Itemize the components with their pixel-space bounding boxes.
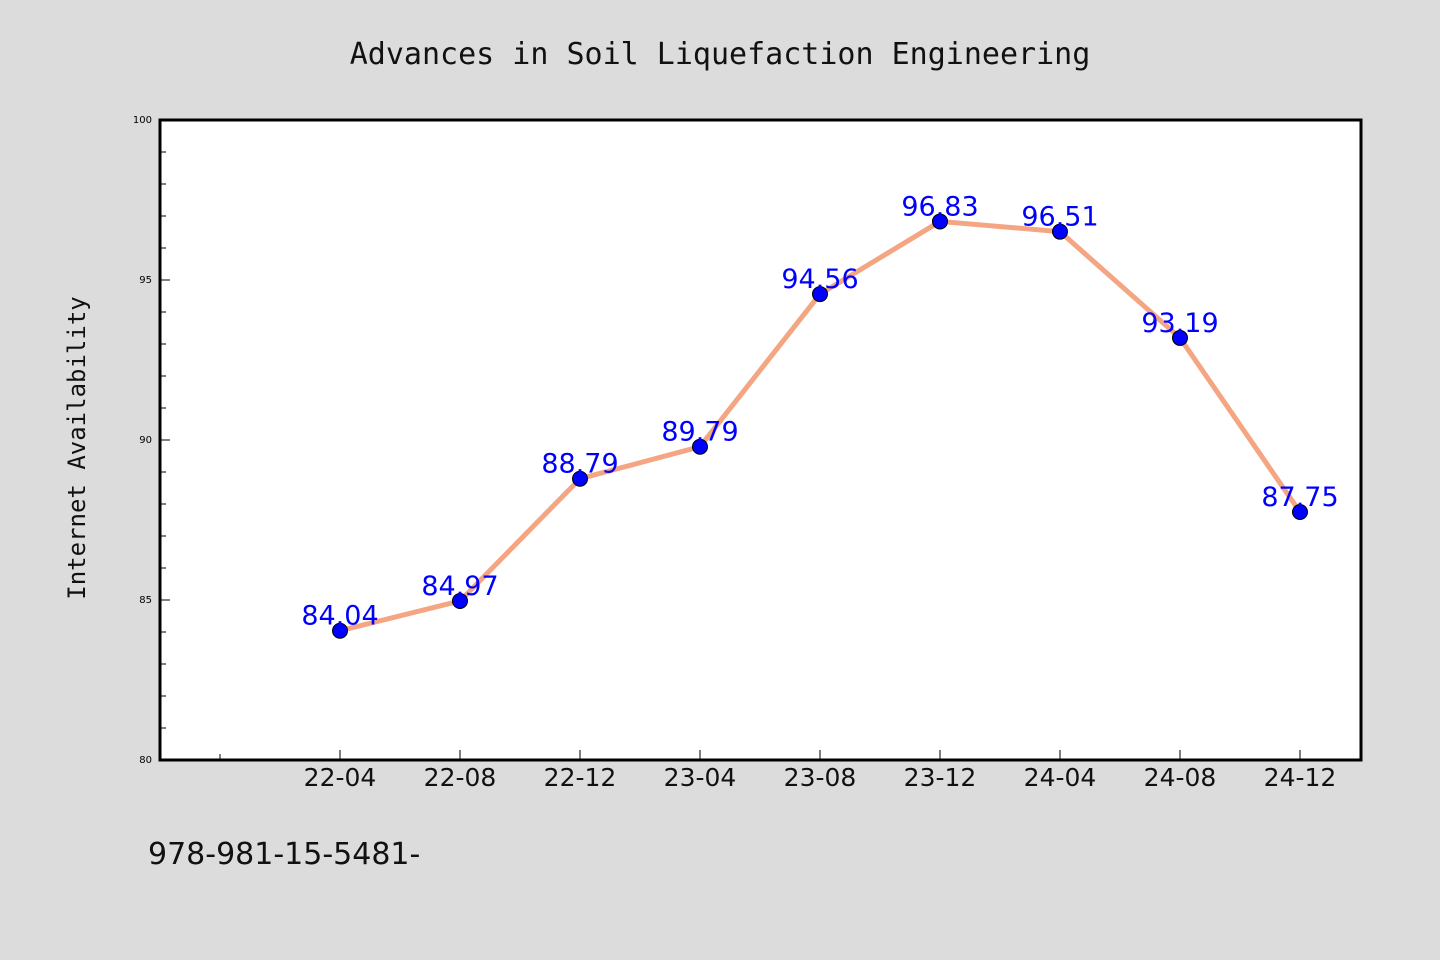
x-tick-label: 22-12 — [544, 763, 617, 792]
data-point-marker — [1292, 504, 1308, 520]
data-point-marker — [1172, 329, 1188, 346]
markers-group — [332, 213, 1308, 639]
x-tick-label: 22-08 — [424, 763, 497, 792]
y-tick-label: 80 — [139, 755, 152, 766]
data-point-label: 89.79 — [661, 417, 738, 448]
isbn-text: 978-981-15-5481- — [148, 837, 420, 872]
data-point-label: 93.19 — [1141, 308, 1218, 339]
data-point-label: 87.75 — [1261, 482, 1338, 513]
data-point-marker — [572, 470, 588, 487]
data-point-label: 96.51 — [1021, 202, 1098, 233]
data-point-marker — [812, 286, 828, 303]
x-tick-label: 22-04 — [304, 763, 377, 792]
x-tick-label: 23-08 — [784, 763, 857, 792]
chart-title: Advances in Soil Liquefaction Engineerin… — [350, 37, 1091, 72]
data-point-label: 88.79 — [541, 449, 618, 480]
data-point-label: 94.56 — [781, 264, 858, 295]
y-tick-label: 100 — [133, 115, 152, 126]
y-axis-label: Internet Availability — [63, 296, 91, 599]
data-point-marker — [452, 592, 468, 609]
data-point-marker — [932, 213, 948, 230]
y-tick-label: 90 — [139, 435, 152, 446]
x-axis-ticks: 22-04 22-08 22-12 23-04 23-08 23-12 24-04 24-08… — [219, 750, 1337, 792]
data-point-marker — [332, 622, 348, 639]
data-point-label: 84.04 — [301, 601, 378, 632]
data-point-marker — [692, 438, 708, 455]
y-axis-ticks: 80 85 90 95 100 — [133, 115, 170, 766]
point-labels-group: 84.04 84.97 88.79 89.79 94.56 96.83 96.51 93.19… — [301, 191, 1338, 631]
y-tick-label: 95 — [139, 275, 152, 286]
plot-area — [158, 118, 1363, 762]
y-tick-label: 85 — [139, 595, 152, 606]
x-tick-label: 24-08 — [1144, 763, 1217, 792]
data-point-marker — [1052, 223, 1068, 240]
x-tick-label: 24-12 — [1264, 763, 1337, 792]
x-tick-label: 24-04 — [1024, 763, 1097, 792]
x-tick-label: 23-12 — [904, 763, 977, 792]
data-point-label: 84.97 — [421, 571, 498, 602]
x-tick-label: 23-04 — [664, 763, 737, 792]
data-point-label: 96.83 — [901, 191, 978, 222]
